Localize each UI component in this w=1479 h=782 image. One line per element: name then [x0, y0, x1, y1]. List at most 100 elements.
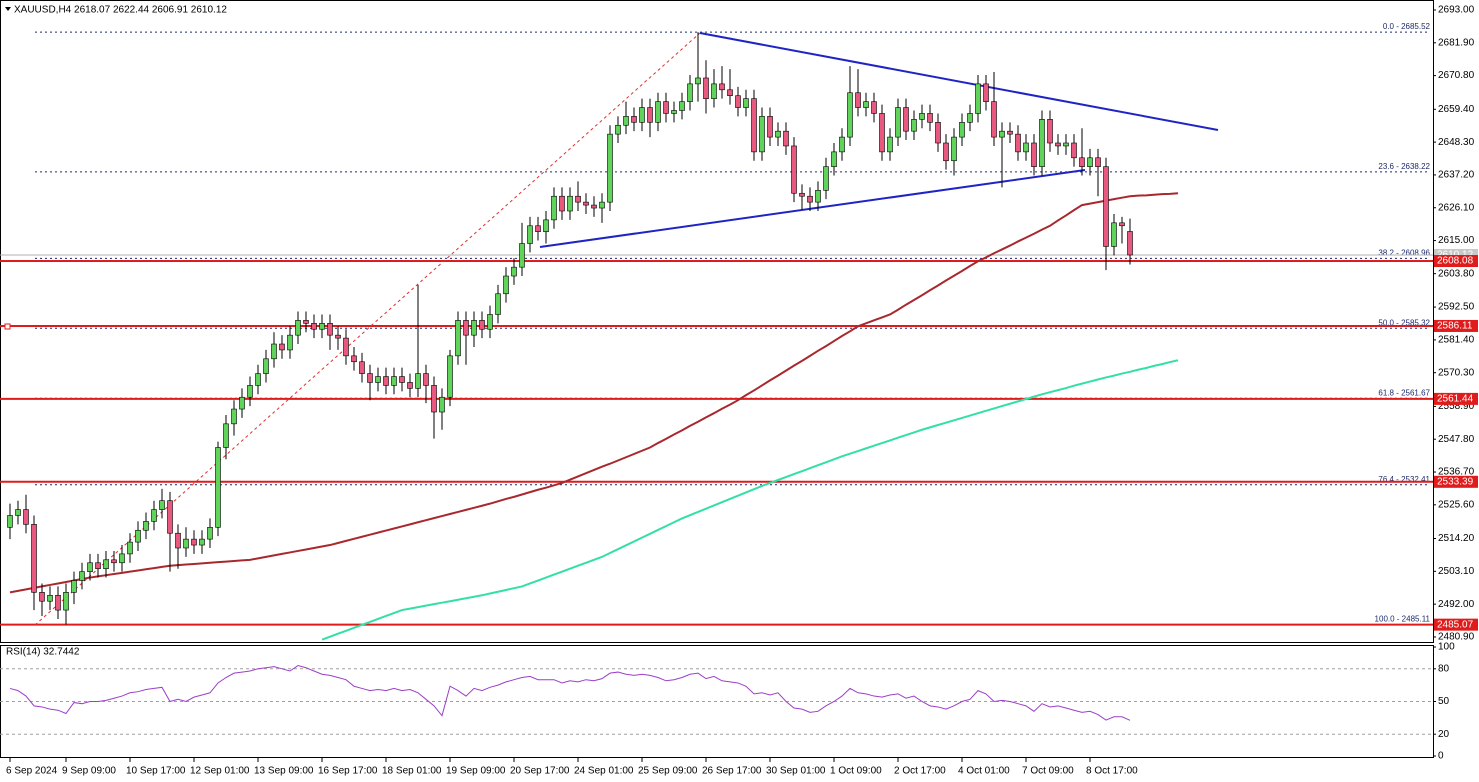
candle-body: [1119, 222, 1125, 227]
level-tag: [1434, 475, 1478, 488]
candle-body: [479, 320, 485, 330]
candle-body: [991, 101, 997, 138]
candle-body: [167, 500, 173, 534]
candle-body: [1111, 222, 1117, 247]
x-tick-label: 26 Sep 17:00: [702, 766, 762, 777]
candle-body: [1127, 231, 1133, 256]
candle-body: [711, 83, 717, 99]
candle-body: [559, 195, 565, 212]
level-label: 2533.39: [1437, 476, 1474, 487]
candle-body: [151, 509, 157, 522]
candle-body: [1015, 133, 1021, 153]
candle-body: [103, 559, 109, 569]
candle-body: [39, 592, 45, 602]
level-label: 2485.07: [1437, 619, 1474, 630]
candle-body: [927, 113, 933, 123]
candle-body: [71, 580, 77, 593]
candle-body: [63, 592, 69, 611]
candle-body: [311, 323, 317, 330]
rsi-y-tick-label: 80: [1438, 663, 1450, 674]
x-tick-label: 24 Sep 01:00: [574, 766, 634, 777]
fib-level-label: 50.0 - 2585.32: [1378, 318, 1430, 327]
candle-body: [119, 553, 125, 564]
candle-body: [727, 89, 733, 97]
candle-body: [511, 266, 517, 277]
x-tick-label: 20 Sep 17:00: [510, 766, 570, 777]
y-tick-label: 2570.30: [1438, 367, 1475, 378]
candle-body: [855, 92, 861, 108]
candle-body: [175, 532, 181, 549]
candle-body: [231, 408, 237, 425]
candle-body: [815, 190, 821, 203]
candle-body: [215, 447, 221, 528]
y-tick-label: 2648.30: [1438, 137, 1475, 148]
candle-body: [351, 355, 357, 363]
y-tick-label: 2637.20: [1438, 170, 1475, 181]
candle-body: [135, 529, 141, 543]
fib-diagonal: [34, 32, 701, 626]
x-tick-label: 4 Oct 01:00: [958, 766, 1010, 777]
level-tag: [1434, 618, 1478, 631]
candle-body: [599, 201, 605, 209]
candle-body: [7, 515, 13, 528]
fib-level-label: 38.2 - 2608.96: [1378, 249, 1430, 258]
y-tick-label: 2592.50: [1438, 302, 1475, 313]
candle-body: [143, 521, 149, 531]
candle-body: [935, 122, 941, 144]
trend-line-lower: [539, 169, 1086, 248]
level-tag: [1434, 319, 1478, 332]
candle-body: [903, 107, 909, 132]
fib-level-label: 100.0 - 2485.11: [1375, 615, 1431, 624]
candle-body: [879, 113, 885, 153]
candle-body: [95, 562, 101, 569]
candle-body: [423, 373, 429, 386]
level-label: 2561.44: [1437, 394, 1474, 405]
candle-body: [615, 124, 621, 135]
candle-body: [487, 314, 493, 330]
candle-body: [695, 77, 701, 85]
levels-layer: 0.0 - 2685.52 23.6 - 2638.22 38.2 - 2608.9…: [0, 22, 1433, 626]
candle-body: [271, 343, 277, 360]
menu-triangle: [5, 7, 11, 11]
y-tick-label: 2525.60: [1438, 499, 1475, 510]
candle-body: [751, 98, 757, 153]
x-tick-label: 30 Sep 01:00: [766, 766, 826, 777]
candle-body: [735, 95, 741, 108]
level-marker: [4, 323, 11, 330]
candle-body: [527, 225, 533, 244]
candle-body: [127, 541, 133, 555]
y-tick-label: 2547.80: [1438, 434, 1475, 445]
y-tick-label: 2615.00: [1438, 235, 1475, 246]
x-tick-label: 13 Sep 09:00: [254, 766, 314, 777]
y-tick-label: 2681.90: [1438, 37, 1475, 48]
y-tick-label: 2659.40: [1438, 104, 1475, 115]
candle-body: [15, 509, 21, 516]
candle-body: [919, 113, 925, 120]
fib-level-label: 61.8 - 2561.67: [1378, 388, 1430, 397]
candle-body: [295, 320, 301, 336]
candle-body: [1063, 142, 1069, 147]
candle-body: [199, 538, 205, 546]
candle-body: [631, 116, 637, 123]
y-tick-label: 2514.20: [1438, 533, 1475, 544]
y-tick-label: 2558.90: [1438, 401, 1475, 412]
candle-body: [1087, 157, 1093, 167]
x-tick-label: 25 Sep 09:00: [638, 766, 698, 777]
candle-body: [183, 538, 189, 549]
candle-body: [679, 101, 685, 111]
candle-body: [871, 101, 877, 114]
trend-line-upper: [699, 32, 1219, 131]
candle-body: [1039, 119, 1045, 167]
moving-average-line: [9, 192, 1179, 594]
candle-body: [503, 275, 509, 295]
candle-body: [399, 376, 405, 383]
candle-body: [1047, 119, 1053, 144]
candle-body: [647, 107, 653, 123]
candle-body: [47, 594, 53, 602]
candle-body: [847, 92, 853, 138]
candle-body: [319, 323, 325, 330]
candle-body: [967, 113, 973, 123]
candle-body: [775, 130, 781, 138]
candle-body: [975, 83, 981, 114]
candle-body: [799, 192, 805, 197]
